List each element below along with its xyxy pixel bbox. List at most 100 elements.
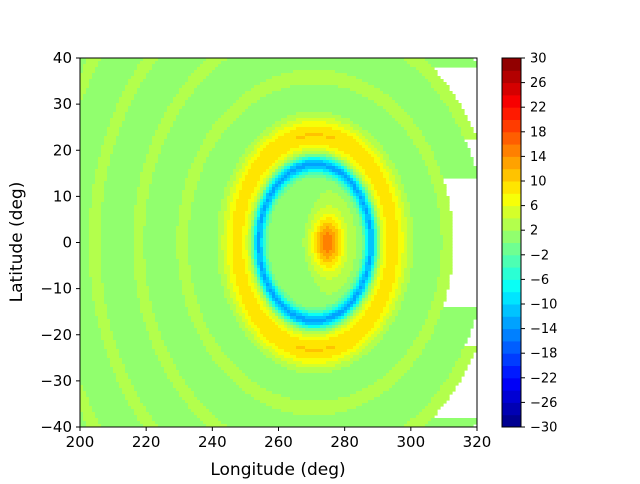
contour-cell (89, 253, 102, 257)
contour-cell (80, 190, 93, 194)
contour-cell (359, 268, 363, 272)
contour-cell (101, 244, 135, 248)
contour-cell (377, 232, 381, 236)
contour-cell (335, 250, 339, 254)
contour-cell (251, 223, 255, 227)
contour-cell (461, 127, 474, 131)
contour-cell (263, 223, 267, 227)
contour-cell (254, 211, 258, 215)
contour-cell (236, 208, 249, 212)
contour-cell (392, 301, 396, 305)
contour-cell (380, 322, 387, 326)
contour-cell (215, 361, 234, 365)
contour-cell (188, 223, 219, 227)
contour-cell (110, 121, 123, 125)
contour-cell (191, 277, 222, 281)
contour-cell (80, 412, 84, 416)
contour-cell (383, 148, 420, 152)
contour-cell (251, 193, 258, 197)
contour-cell (251, 226, 255, 230)
colorbar-band (502, 414, 521, 428)
contour-cell (194, 199, 222, 203)
contour-cell (362, 205, 369, 209)
contour-cell (197, 328, 210, 332)
contour-cell (80, 253, 90, 257)
contour-cell (80, 136, 105, 140)
contour-cell (377, 205, 384, 209)
contour-cell (248, 277, 252, 281)
contour-cell (425, 343, 465, 347)
contour-cell (143, 79, 189, 83)
contour-cell (230, 187, 237, 191)
contour-cell (113, 145, 150, 149)
contour-cell (119, 127, 159, 131)
contour-cell (197, 67, 216, 71)
contour-cell (359, 262, 363, 266)
contour-cell (275, 160, 279, 164)
contour-cell (137, 88, 180, 92)
contour-cell (95, 67, 138, 71)
contour-cell (89, 229, 102, 233)
contour-cell (227, 199, 234, 203)
contour-cell (380, 142, 414, 146)
contour-cell (362, 193, 366, 197)
contour-cell (272, 208, 276, 212)
contour-cell (329, 250, 336, 254)
contour-cell (134, 226, 144, 230)
contour-cell (80, 322, 99, 326)
contour-cell (251, 88, 282, 92)
contour-cell (383, 229, 387, 233)
contour-cell (137, 394, 180, 398)
contour-cell (275, 322, 279, 326)
contour-cell (80, 97, 84, 101)
contour-cell (146, 277, 180, 281)
contour-cell (263, 253, 267, 257)
contour-cell (134, 250, 144, 254)
contour-cell (290, 322, 294, 326)
contour-cell (350, 352, 360, 356)
contour-cell (245, 271, 252, 275)
contour-cell (353, 301, 357, 305)
y-tick-label: 20 (53, 141, 72, 159)
contour-cell (269, 241, 303, 245)
contour-cell (233, 232, 243, 236)
contour-cell (278, 346, 297, 350)
contour-cell (323, 247, 333, 251)
contour-cell (176, 238, 189, 242)
contour-cell (218, 241, 222, 245)
contour-cell (251, 211, 255, 215)
contour-cell (80, 118, 111, 122)
contour-cell (89, 79, 129, 83)
contour-cell (320, 223, 324, 227)
contour-cell (140, 172, 153, 176)
contour-cell (92, 286, 105, 290)
contour-cell (188, 172, 201, 176)
contour-cell (260, 175, 267, 179)
contour-cell (359, 301, 363, 305)
contour-cell (368, 259, 372, 263)
contour-cell (80, 211, 90, 215)
contour-cell (284, 319, 288, 323)
contour-cell (404, 232, 408, 236)
contour-cell (362, 277, 369, 281)
contour-cell (344, 316, 348, 320)
contour-cell (386, 151, 420, 155)
contour-cell (296, 364, 336, 368)
contour-cell (275, 163, 282, 167)
contour-cell (344, 292, 348, 296)
contour-cell (296, 166, 306, 170)
contour-cell (341, 304, 345, 308)
contour-cell (356, 211, 360, 215)
contour-cell (134, 238, 144, 242)
contour-cell (269, 340, 360, 344)
contour-cell (245, 331, 252, 335)
contour-cell (251, 379, 378, 383)
contour-cell (134, 208, 147, 212)
contour-cell (263, 202, 270, 206)
contour-cell (254, 286, 258, 290)
contour-cell (272, 352, 279, 356)
contour-cell (221, 205, 228, 209)
contour-cell (287, 175, 291, 179)
contour-cell (320, 250, 327, 254)
contour-cell (182, 286, 195, 290)
